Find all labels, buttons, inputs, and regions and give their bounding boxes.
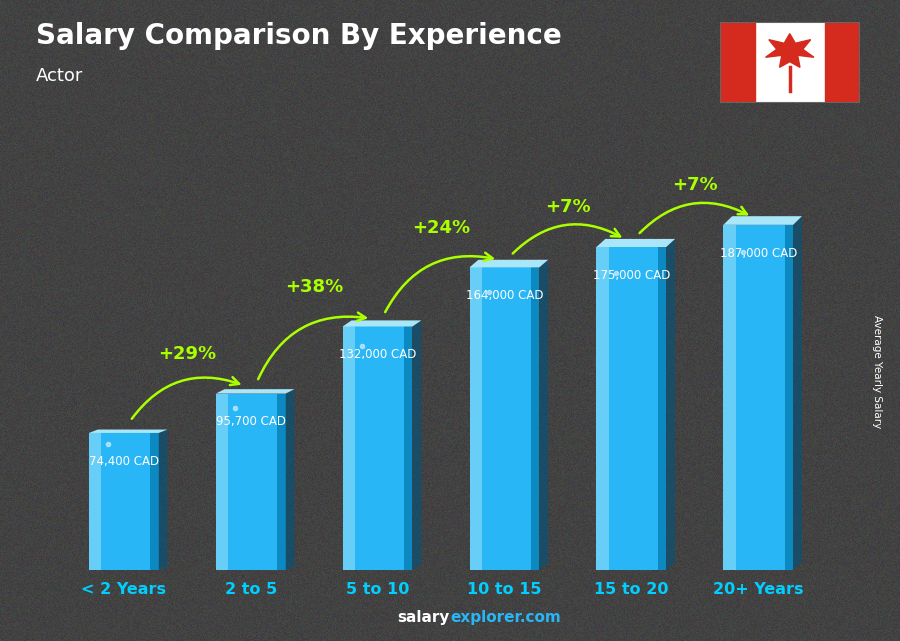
Polygon shape — [89, 429, 167, 433]
Polygon shape — [412, 320, 421, 570]
Text: +38%: +38% — [285, 278, 343, 296]
Bar — [277, 394, 285, 570]
Polygon shape — [793, 216, 802, 570]
Bar — [89, 433, 102, 570]
Text: 164,000 CAD: 164,000 CAD — [465, 289, 544, 302]
Bar — [724, 225, 793, 570]
Bar — [89, 433, 158, 570]
Bar — [216, 394, 285, 570]
Polygon shape — [470, 260, 548, 267]
Bar — [785, 225, 793, 570]
Text: +7%: +7% — [672, 176, 717, 194]
Text: explorer.com: explorer.com — [450, 610, 561, 625]
Bar — [343, 326, 356, 570]
Text: 187,000 CAD: 187,000 CAD — [719, 247, 796, 260]
Bar — [404, 326, 412, 570]
Bar — [470, 267, 539, 570]
Bar — [597, 247, 666, 570]
Text: 175,000 CAD: 175,000 CAD — [592, 269, 670, 282]
Text: +24%: +24% — [412, 219, 470, 237]
Polygon shape — [539, 260, 548, 570]
Text: Actor: Actor — [36, 67, 84, 85]
Text: salary: salary — [398, 610, 450, 625]
Bar — [658, 247, 666, 570]
Bar — [470, 267, 482, 570]
Polygon shape — [597, 239, 675, 247]
Text: +7%: +7% — [545, 198, 590, 216]
Bar — [720, 22, 755, 103]
Polygon shape — [666, 239, 675, 570]
Bar — [531, 267, 539, 570]
Text: Average Yearly Salary: Average Yearly Salary — [872, 315, 883, 428]
Polygon shape — [343, 320, 421, 326]
Polygon shape — [724, 216, 802, 225]
Bar — [150, 433, 158, 570]
Bar — [597, 247, 609, 570]
Text: +29%: +29% — [158, 345, 216, 363]
Bar — [724, 225, 736, 570]
Text: 74,400 CAD: 74,400 CAD — [89, 455, 158, 468]
Text: Salary Comparison By Experience: Salary Comparison By Experience — [36, 22, 562, 51]
Polygon shape — [158, 429, 167, 570]
Polygon shape — [285, 389, 294, 570]
Polygon shape — [766, 33, 814, 67]
Text: 132,000 CAD: 132,000 CAD — [339, 348, 416, 362]
Text: 95,700 CAD: 95,700 CAD — [216, 415, 285, 428]
Polygon shape — [216, 389, 294, 394]
Bar — [824, 22, 859, 103]
Bar — [216, 394, 229, 570]
Bar — [343, 326, 412, 570]
